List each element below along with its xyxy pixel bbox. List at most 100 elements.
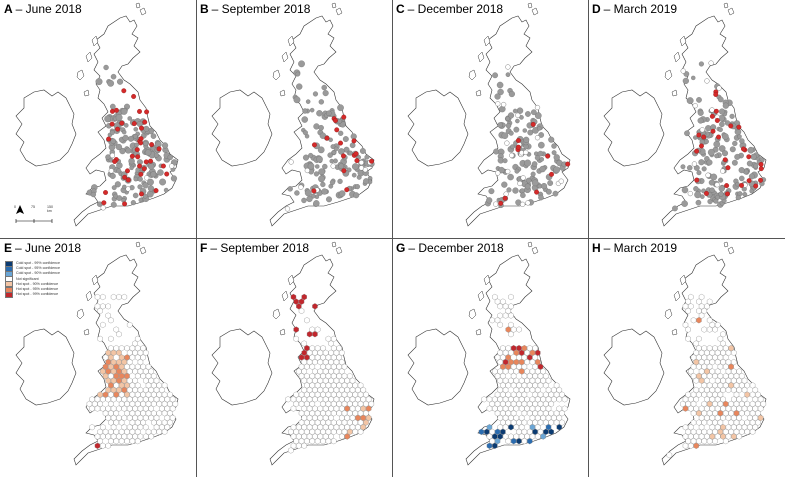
map-panel-h: H – March 2019 xyxy=(588,239,784,477)
sample-point-white xyxy=(288,159,294,165)
hexbin-cell xyxy=(481,396,487,403)
sample-point-grey xyxy=(556,159,563,167)
hexbin-cell xyxy=(325,354,332,361)
hexbin-cell xyxy=(148,386,154,394)
hexbin-cell xyxy=(97,307,103,315)
hexbin-cell xyxy=(304,419,310,426)
sample-point-grey xyxy=(538,141,545,149)
hexbin-cell xyxy=(89,424,95,431)
hexbin-cell xyxy=(696,428,702,436)
hexbin-cell xyxy=(331,438,337,445)
hexbin-cell xyxy=(741,396,748,403)
hexbin-cell xyxy=(682,405,689,412)
hexbin-cell xyxy=(709,386,716,394)
hexbin-cell xyxy=(690,410,697,417)
hexbin-cell xyxy=(698,358,705,366)
hexbin-cell xyxy=(513,349,520,356)
sample-point-grey xyxy=(694,191,702,199)
hexbin-cell xyxy=(312,386,318,394)
hexbin-cell xyxy=(540,405,546,412)
hexbin-cell xyxy=(314,419,321,426)
hexbin-cell xyxy=(118,382,125,389)
hexbin-cell xyxy=(301,349,307,356)
hexbin-cell xyxy=(339,414,345,422)
hexbin-cell xyxy=(102,363,109,370)
hexbin-cell xyxy=(701,419,707,426)
hexbin-cell xyxy=(121,405,128,412)
hexbin-cell xyxy=(532,372,538,380)
hexbin-cell xyxy=(116,349,122,356)
island-outline xyxy=(331,241,337,248)
hexbin-cell xyxy=(363,391,369,398)
hexbin-cell xyxy=(532,391,538,398)
hexbin-cell xyxy=(521,354,528,361)
hexbin-cell xyxy=(731,396,737,403)
hexbin-cell xyxy=(720,386,726,394)
sample-point-grey xyxy=(364,154,370,160)
sample-point-red xyxy=(498,200,504,206)
sample-point-grey xyxy=(302,130,308,136)
hexbin-cell xyxy=(347,428,353,436)
map-canvas xyxy=(407,2,571,227)
sample-point-red xyxy=(129,153,135,159)
sample-point-grey xyxy=(114,181,121,188)
hexbin-cell xyxy=(306,349,313,356)
sample-point-grey xyxy=(138,197,143,203)
hexbin-cell xyxy=(696,345,702,352)
hexbin-cell xyxy=(723,382,729,389)
hexbin-cell xyxy=(497,405,503,412)
hexbin-cell xyxy=(508,331,514,338)
hexbin-cell xyxy=(682,424,689,431)
hexbin-cell xyxy=(505,419,511,426)
hexbin-cell xyxy=(341,428,348,436)
sample-point-grey xyxy=(512,187,519,194)
hexbin-cell xyxy=(492,433,498,440)
hexbin-cell xyxy=(752,396,759,403)
hexbin-cell xyxy=(524,433,530,440)
hexbin-cell xyxy=(344,377,350,384)
hexbin-cell xyxy=(706,298,713,305)
sample-point-white xyxy=(284,206,291,212)
hexbin-cell xyxy=(551,396,557,403)
hexbin-cell xyxy=(116,396,122,403)
sample-point-red xyxy=(149,142,155,148)
sample-point-grey xyxy=(718,108,726,115)
hexbin-cell xyxy=(110,349,117,356)
hexbin-cell xyxy=(121,358,128,366)
sample-point-grey xyxy=(486,197,493,204)
hexbin-cell xyxy=(355,405,361,412)
sample-point-grey xyxy=(512,108,518,114)
panel-date: – December 2018 xyxy=(407,2,504,16)
hexbin-cell xyxy=(118,419,125,426)
hexbin-cell xyxy=(322,396,329,403)
sample-point-red xyxy=(103,190,108,195)
sample-point-grey xyxy=(493,148,500,155)
hexbin-cell xyxy=(714,405,721,412)
hexbin-cell xyxy=(527,400,533,408)
hexbin-cell xyxy=(116,377,122,384)
hexbin-cell xyxy=(712,410,718,417)
hexbin-cell xyxy=(527,372,533,380)
hexbin-cell xyxy=(739,428,745,436)
sample-point-grey xyxy=(293,96,301,104)
hexbin-cell xyxy=(290,396,297,403)
sample-point-red xyxy=(153,188,159,194)
ireland-outline xyxy=(211,328,273,406)
sample-point-grey xyxy=(306,195,313,203)
hexbin-cell xyxy=(296,442,302,449)
sample-point-grey xyxy=(322,163,328,170)
hexbin-cell xyxy=(494,298,501,305)
hexbin-cell xyxy=(126,396,133,403)
hexbin-cell xyxy=(161,410,168,417)
island-outline xyxy=(679,35,687,47)
hexbin-cell xyxy=(320,391,326,398)
sample-point-grey xyxy=(329,158,334,164)
hexbin-cell xyxy=(752,405,759,412)
hexbin-cell xyxy=(325,428,332,436)
sample-point-white xyxy=(503,191,509,197)
hexbin-cell xyxy=(368,400,375,408)
hexbin-cell xyxy=(537,372,544,380)
panel-date: – December 2018 xyxy=(408,241,504,255)
hexbin-cell xyxy=(714,433,721,440)
hexbin-cell xyxy=(502,424,509,431)
